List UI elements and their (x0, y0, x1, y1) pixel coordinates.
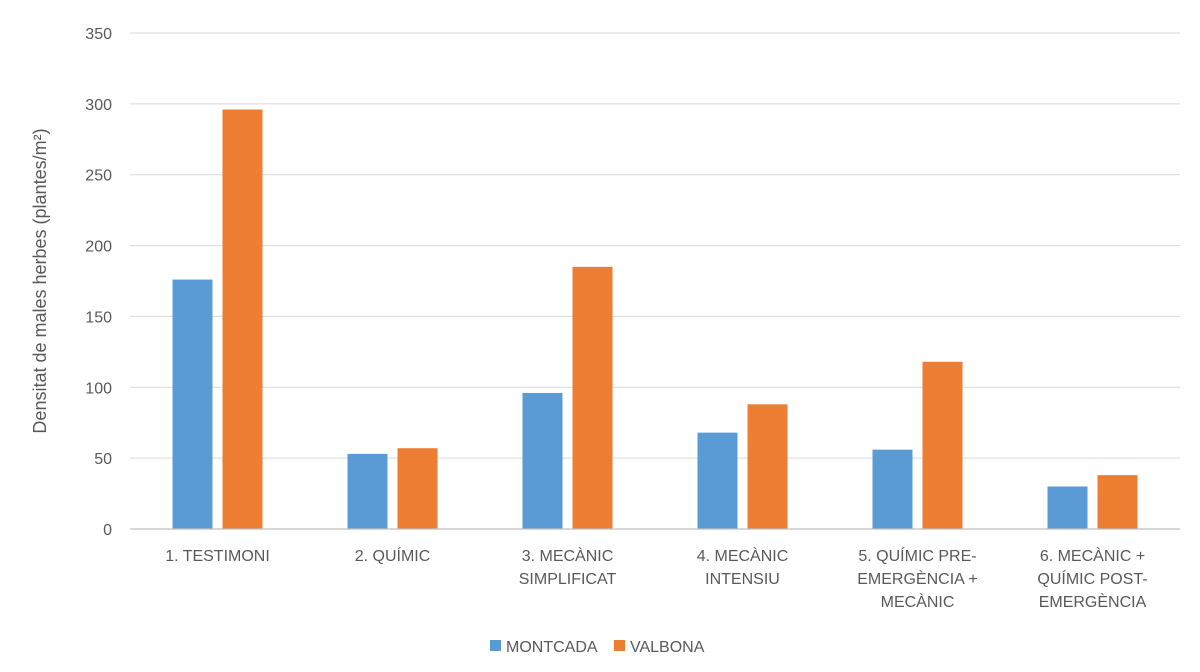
bar-montcada (522, 392, 563, 529)
legend: MONTCADA VALBONA (490, 639, 705, 656)
y-tick-label: 350 (85, 26, 112, 43)
bar-montcada (172, 279, 213, 529)
bar-valbona (222, 109, 263, 530)
bar-montcada (872, 449, 913, 529)
x-category-label: 5. QUÍMIC PRE-EMERGÈNCIA + MECÀNIC (857, 546, 977, 611)
y-tick-label: 200 (85, 239, 112, 256)
x-category-label: 3. MECÀNIC SIMPLIFICAT (519, 546, 617, 588)
x-category-label: 6. MECÀNIC + QUÍMIC POST-EMERGÈNCIA (1037, 546, 1147, 611)
legend-label: MONTCADA (506, 639, 598, 656)
y-tick-label: 0 (103, 522, 112, 539)
legend-label: VALBONA (630, 639, 705, 656)
y-tick-label: 250 (85, 168, 112, 185)
bar-valbona (747, 404, 788, 529)
bar-valbona (922, 361, 963, 529)
bar-montcada (697, 432, 738, 529)
y-tick-label: 50 (94, 451, 112, 468)
gridlines (130, 32, 1180, 459)
y-axis-title: Densitat de males herbes (plantes/m²) (30, 128, 50, 433)
bar-valbona (1097, 475, 1138, 529)
x-axis-labels: 1. TESTIMONI 2. QUÍMIC 3. MECÀNIC SIMPLIFIC… (165, 546, 1147, 611)
x-category-label: 1. TESTIMONI (165, 548, 270, 565)
legend-swatch-valbona (614, 640, 625, 651)
y-tick-label: 150 (85, 309, 112, 326)
bars (172, 109, 1138, 530)
x-category-label: 2. QUÍMIC (355, 546, 431, 565)
y-tick-label: 100 (85, 380, 112, 397)
bar-valbona (397, 448, 438, 529)
x-category-label: 4. MECÀNIC INTENSIU (697, 546, 789, 588)
y-axis-ticks: 0 50 100 150 200 250 300 350 (85, 26, 112, 539)
y-tick-label: 300 (85, 97, 112, 114)
bar-montcada (347, 453, 388, 529)
bar-valbona (572, 266, 613, 529)
bar-montcada (1047, 486, 1088, 529)
legend-swatch-montcada (490, 640, 501, 651)
